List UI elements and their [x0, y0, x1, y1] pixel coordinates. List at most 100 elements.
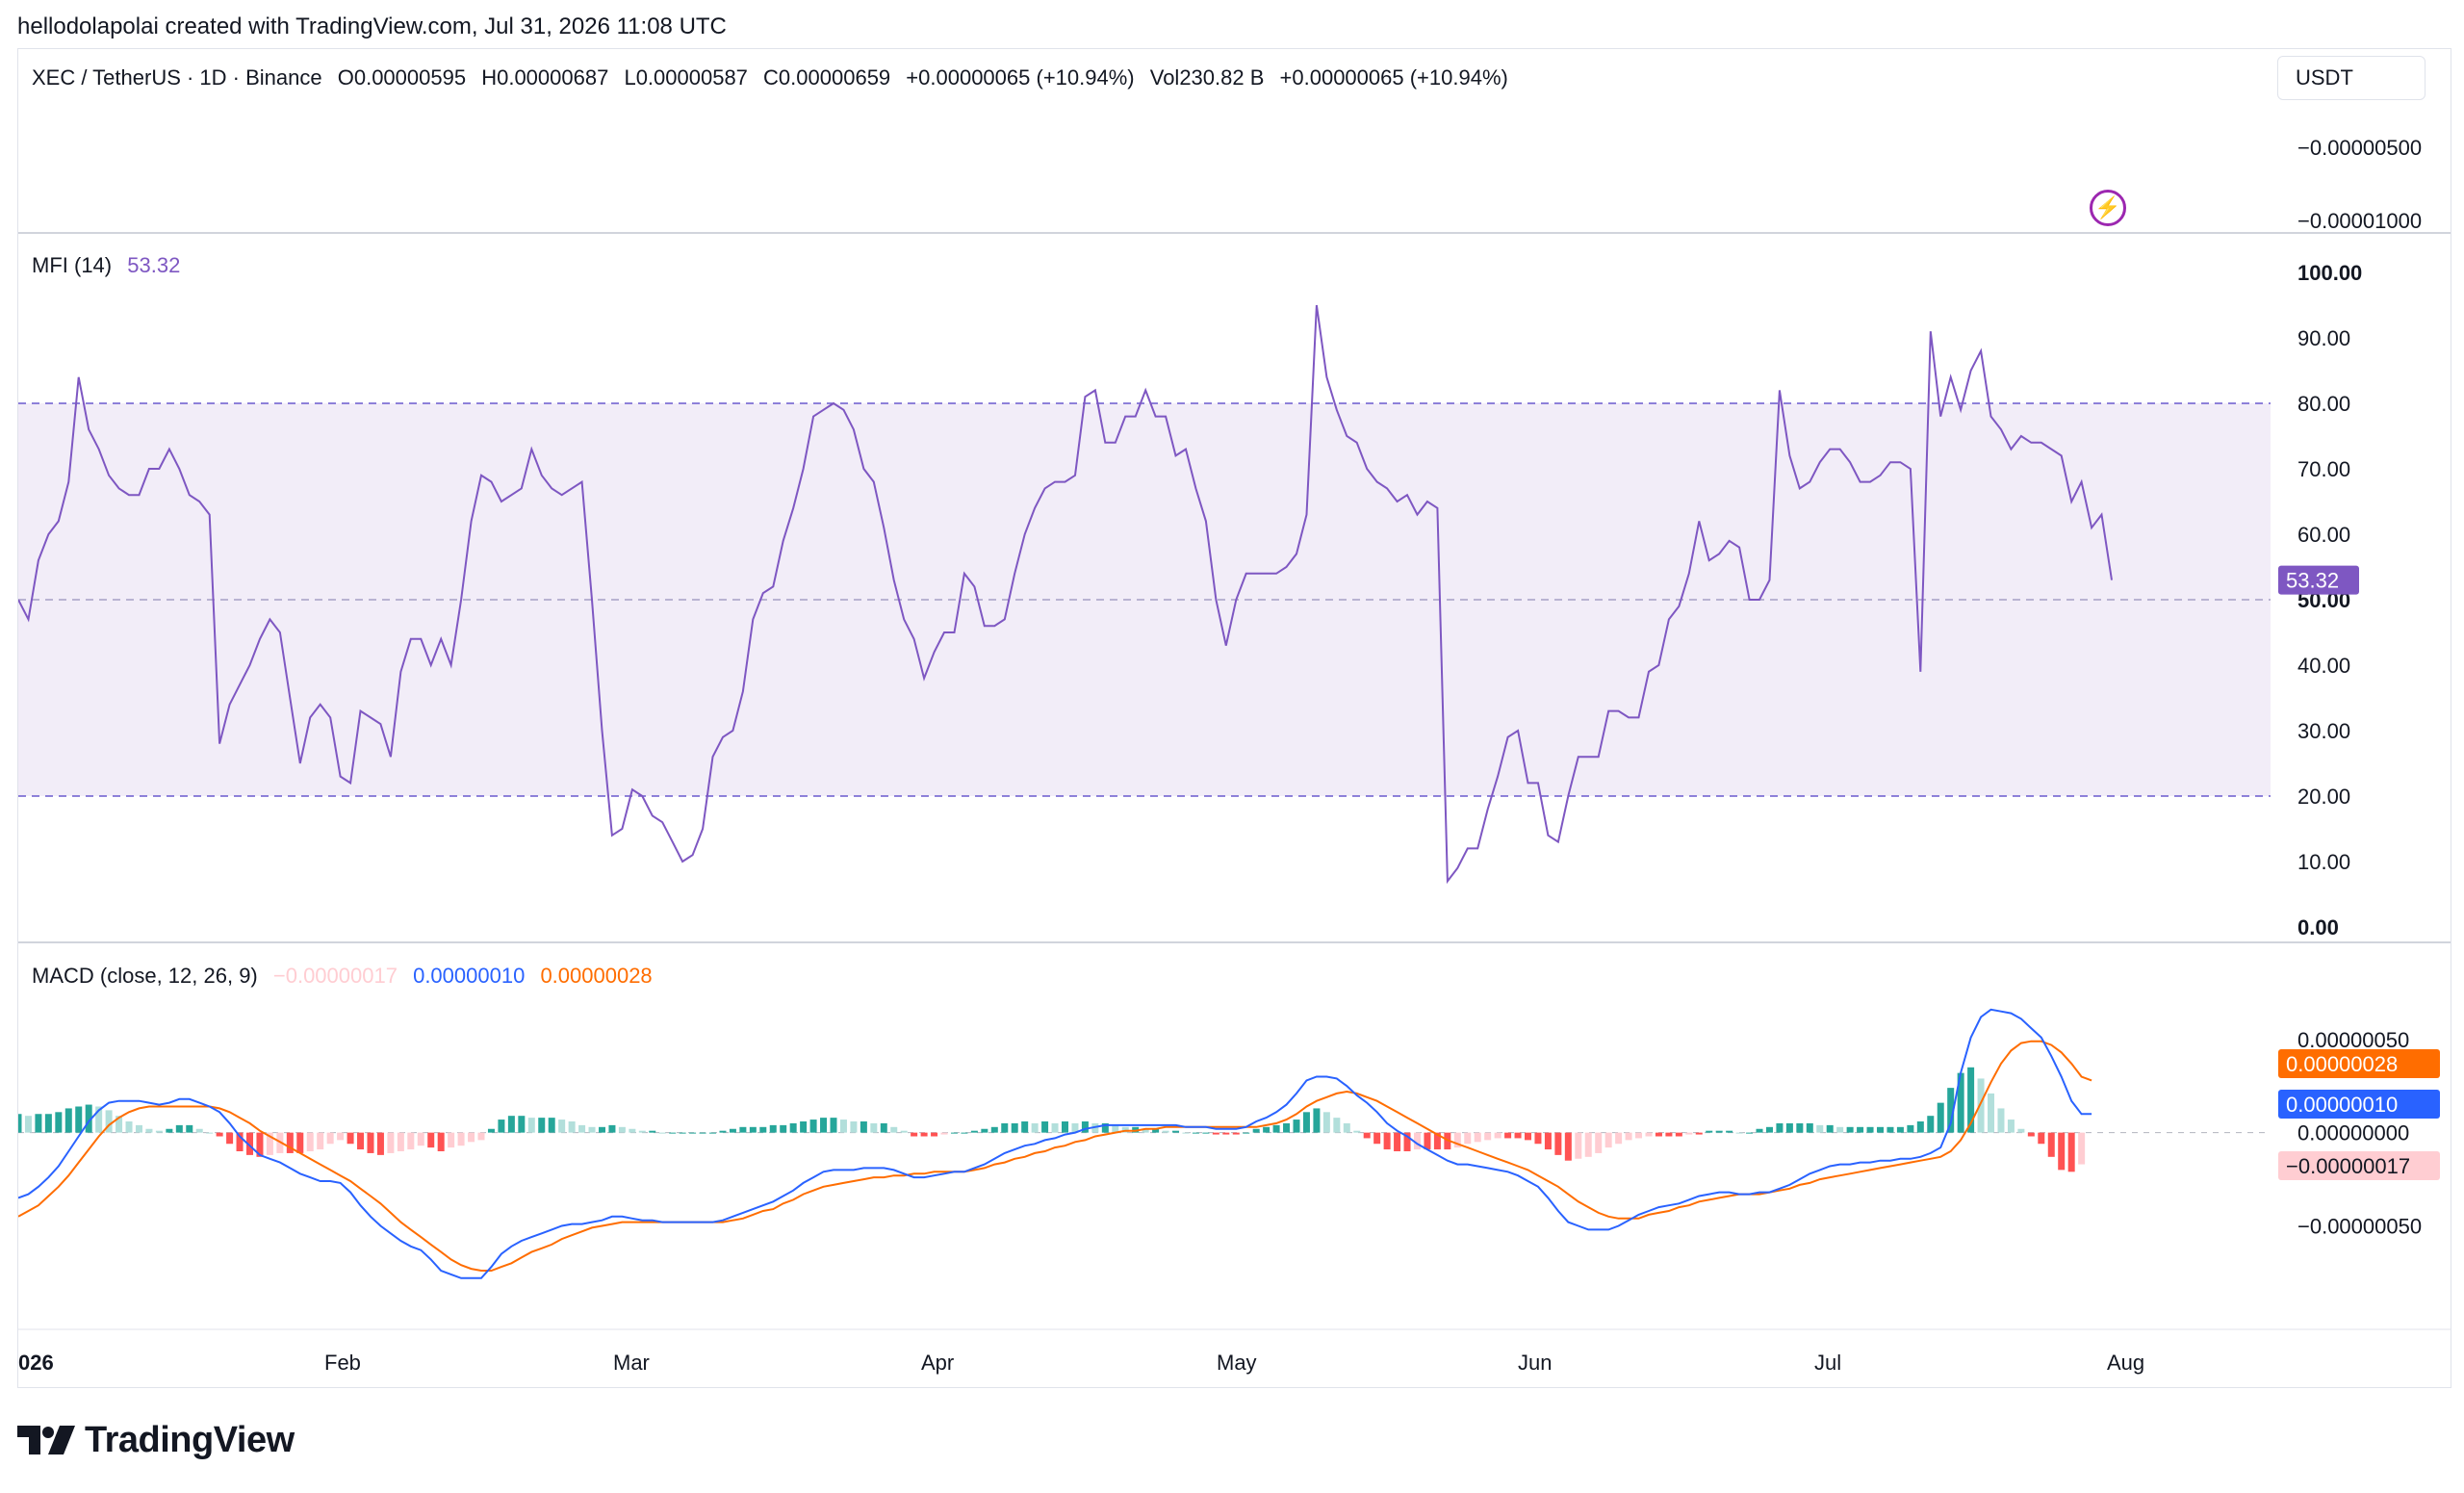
macd-histogram-bar	[2047, 1132, 2055, 1157]
macd-legend[interactable]: MACD (close, 12, 26, 9) −0.00000017 0.00…	[32, 964, 662, 989]
macd-histogram-bar	[608, 1124, 616, 1133]
macd-histogram-bar	[1584, 1132, 1592, 1157]
macd-histogram-bar	[1011, 1122, 1018, 1133]
macd-histogram-bar	[1715, 1130, 1723, 1133]
symbol-pair[interactable]: XEC / TetherUS · 1D · Binance	[32, 65, 322, 90]
macd-histogram-bar	[820, 1118, 828, 1133]
macd-histogram-bar	[1947, 1088, 1955, 1133]
macd-histogram-bar	[1403, 1132, 1411, 1151]
macd-histogram-bar	[407, 1132, 415, 1150]
macd-histogram-bar	[477, 1132, 485, 1141]
macd-histogram-bar	[186, 1124, 193, 1133]
macd-histogram-bar	[306, 1132, 314, 1151]
macd-histogram-bar	[699, 1132, 706, 1134]
mfi-tick-label: 70.00	[2297, 457, 2350, 481]
macd-histogram-bar	[940, 1132, 948, 1135]
macd-histogram-bar	[709, 1132, 717, 1134]
macd-histogram	[18, 1067, 2086, 1172]
macd-histogram-bar	[44, 1114, 52, 1133]
currency-button[interactable]: USDT	[2277, 56, 2426, 100]
ohlc-open: O0.00000595	[337, 65, 467, 90]
macd-histogram-bar	[397, 1132, 404, 1151]
macd-histogram-bar	[739, 1126, 747, 1133]
mfi-title: MFI (14)	[32, 253, 113, 277]
macd-histogram-bar	[1192, 1132, 1199, 1134]
macd-histogram-bar	[2058, 1132, 2066, 1171]
ohlc-high: H0.00000687	[481, 65, 609, 90]
macd-histogram-bar	[24, 1116, 32, 1133]
macd-histogram-bar	[296, 1132, 304, 1153]
macd-histogram-bar	[256, 1132, 264, 1157]
macd-histogram-bar	[911, 1132, 918, 1137]
macd-histogram-bar	[1706, 1130, 1713, 1133]
macd-pane[interactable]: 0.00000050 0.00000000 −0.00000050 0.000000…	[18, 1008, 2440, 1279]
macd-histogram-bar	[1866, 1126, 1874, 1133]
macd-histogram-bar	[679, 1132, 686, 1134]
mfi-tick-label: 40.00	[2297, 654, 2350, 678]
macd-histogram-bar	[880, 1122, 887, 1133]
macd-macd-label-text: 0.00000010	[2286, 1093, 2398, 1117]
macd-histogram-bar	[1322, 1112, 1330, 1133]
macd-histogram-bar	[1988, 1093, 1995, 1133]
mfi-tick-label: 30.00	[2297, 719, 2350, 743]
macd-histogram-bar	[1997, 1108, 2005, 1133]
macd-histogram-bar	[1162, 1130, 1169, 1133]
macd-histogram-bar	[1886, 1126, 1894, 1133]
mfi-legend[interactable]: MFI (14) 53.32	[32, 253, 190, 278]
macd-histogram-bar	[1343, 1122, 1350, 1133]
macd-histogram-bar	[1937, 1102, 1944, 1133]
mfi-pane[interactable]: 100.0090.0080.0070.0060.0050.0040.0030.0…	[18, 261, 2362, 940]
macd-histogram-bar	[890, 1126, 898, 1133]
mfi-tick-label: 20.00	[2297, 785, 2350, 809]
macd-histogram-bar	[487, 1128, 495, 1133]
macd-histogram-bar	[1071, 1122, 1079, 1133]
macd-histogram-bar	[1796, 1122, 1804, 1133]
macd-tick-label: 0.00000000	[2297, 1121, 2409, 1145]
mfi-last-value-text: 53.32	[2286, 569, 2339, 593]
macd-histogram-bar	[1394, 1132, 1401, 1151]
macd-histogram-bar	[1655, 1132, 1662, 1137]
macd-histogram-bar	[759, 1126, 767, 1133]
macd-histogram-bar	[1202, 1132, 1210, 1134]
macd-histogram-bar	[780, 1124, 787, 1133]
macd-histogram-bar	[568, 1121, 576, 1133]
time-axis[interactable]: 026 Feb Mar Apr May Jun Jul Aug	[18, 1351, 2144, 1375]
macd-histogram-bar	[618, 1126, 626, 1133]
macd-histogram-bar	[1785, 1122, 1793, 1133]
macd-price-scale[interactable]: 0.00000050 0.00000000 −0.00000050	[2297, 1028, 2422, 1239]
mfi-tick-label: 90.00	[2297, 326, 2350, 350]
macd-histogram-bar	[367, 1132, 374, 1153]
macd-histogram-bar	[1896, 1126, 1904, 1133]
macd-histogram-bar	[518, 1116, 526, 1133]
mfi-price-scale[interactable]: 100.0090.0080.0070.0060.0050.0040.0030.0…	[2297, 261, 2362, 940]
macd-histogram-bar	[337, 1132, 345, 1141]
macd-histogram-bar	[1977, 1078, 1985, 1133]
chart-canvas[interactable]: 100.0090.0080.0070.0060.0050.0040.0030.0…	[18, 49, 2451, 1387]
macd-histogram-bar	[166, 1128, 173, 1133]
volume-change: +0.00000065 (+10.94%)	[1279, 65, 1508, 90]
tradingview-logo[interactable]: TradingView	[17, 1419, 295, 1460]
macd-histogram-bar	[719, 1130, 727, 1133]
tradingview-logo-text: TradingView	[85, 1419, 295, 1460]
macd-signal-label-text: 0.00000028	[2286, 1052, 2398, 1076]
macd-histogram-bar	[326, 1132, 334, 1145]
macd-histogram-bar	[2027, 1132, 2035, 1137]
macd-histogram-bar	[18, 1114, 22, 1133]
mfi-tick-label: 100.00	[2297, 261, 2362, 285]
macd-histogram-bar	[1765, 1126, 1773, 1133]
macd-histogram-bar	[246, 1132, 254, 1155]
macd-histogram-bar	[1081, 1121, 1089, 1133]
macd-histogram-bar	[538, 1118, 546, 1133]
macd-histogram-bar	[1504, 1132, 1512, 1139]
macd-histogram-bar	[669, 1132, 677, 1134]
lightning-icon[interactable]: ⚡	[2090, 190, 2126, 226]
time-axis-label: Aug	[2107, 1351, 2144, 1375]
main-price-scale[interactable]: −0.00000500 −0.00001000	[2297, 136, 2422, 233]
macd-legend-signal: 0.00000028	[540, 964, 653, 988]
macd-histogram-bar	[1776, 1122, 1784, 1133]
mfi-legend-value: 53.32	[127, 253, 181, 277]
macd-histogram-bar	[1363, 1132, 1371, 1139]
macd-value-labels: 0.00000028 0.00000010 −0.00000017	[2278, 1049, 2440, 1180]
macd-histogram-bar	[1595, 1132, 1603, 1153]
price-scale-label: −0.00000500	[2297, 136, 2422, 160]
